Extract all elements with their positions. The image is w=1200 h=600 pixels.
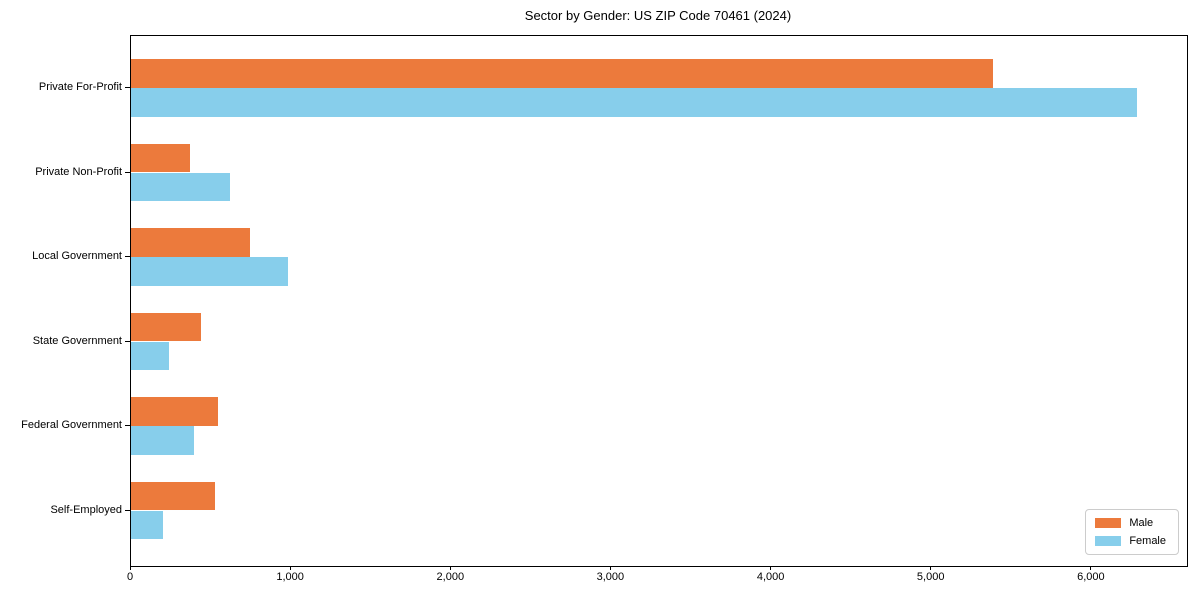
legend-item-female: Female [1095,535,1166,547]
bar-male-private-non-profit [131,143,190,173]
legend-label-female: Female [1129,535,1166,547]
x-tick-mark [129,566,131,570]
y-tick-mark [125,340,130,342]
y-tick-mark [125,425,130,426]
chart-title: Sector by Gender: US ZIP Code 70461 (202… [524,8,792,23]
x-tick-label-6000: 6,000 [1077,571,1105,583]
bar-female-private-non-profit [131,172,231,202]
x-tick-mark [449,566,451,570]
legend-item-male: Male [1095,517,1166,529]
bar-male-private-for-profit [131,59,993,88]
bar-female-federal-government [131,426,194,455]
y-tick-mark [125,509,130,511]
plot-area: Male Female [130,35,1188,567]
x-tick-mark [770,566,772,570]
legend-swatch-female-icon [1095,536,1122,546]
y-tick-label-self-employed: Self-Employed [50,503,122,516]
bar-female-private-for-profit [131,88,1137,117]
legend-swatch-male-icon [1095,518,1122,528]
x-tick-label-1000: 1,000 [276,571,304,583]
x-tick-mark [930,566,932,570]
y-tick-label-private-non-profit: Private Non-Profit [35,165,122,178]
y-tick-mark [125,87,130,88]
legend-label-male: Male [1129,517,1154,529]
x-tick-label-4000: 4,000 [756,571,785,583]
bar-male-local-government [131,228,251,257]
bar-male-federal-government [131,397,218,426]
bar-male-state-government [131,312,201,342]
y-tick-label-state-government: State Government [32,334,122,347]
y-tick-mark [125,171,130,173]
x-tick-label-3000: 3,000 [596,571,625,583]
legend: Male Female [1085,509,1179,555]
y-tick-mark [125,256,130,257]
bar-female-state-government [131,341,170,371]
y-tick-label-federal-government: Federal Government [21,419,122,431]
bar-female-local-government [131,257,288,286]
x-tick-label-5000: 5,000 [916,571,945,583]
x-tick-mark [609,566,611,570]
bar-female-self-employed [131,510,163,540]
bar-male-self-employed [131,481,216,511]
y-tick-label-local-government: Local Government [32,250,122,262]
x-tick-mark [1090,566,1092,570]
x-tick-label-2000: 2,000 [436,571,465,583]
x-tick-label-0: 0 [126,571,134,583]
y-tick-label-private-for-profit: Private For-Profit [38,81,122,93]
x-tick-mark [289,566,291,570]
